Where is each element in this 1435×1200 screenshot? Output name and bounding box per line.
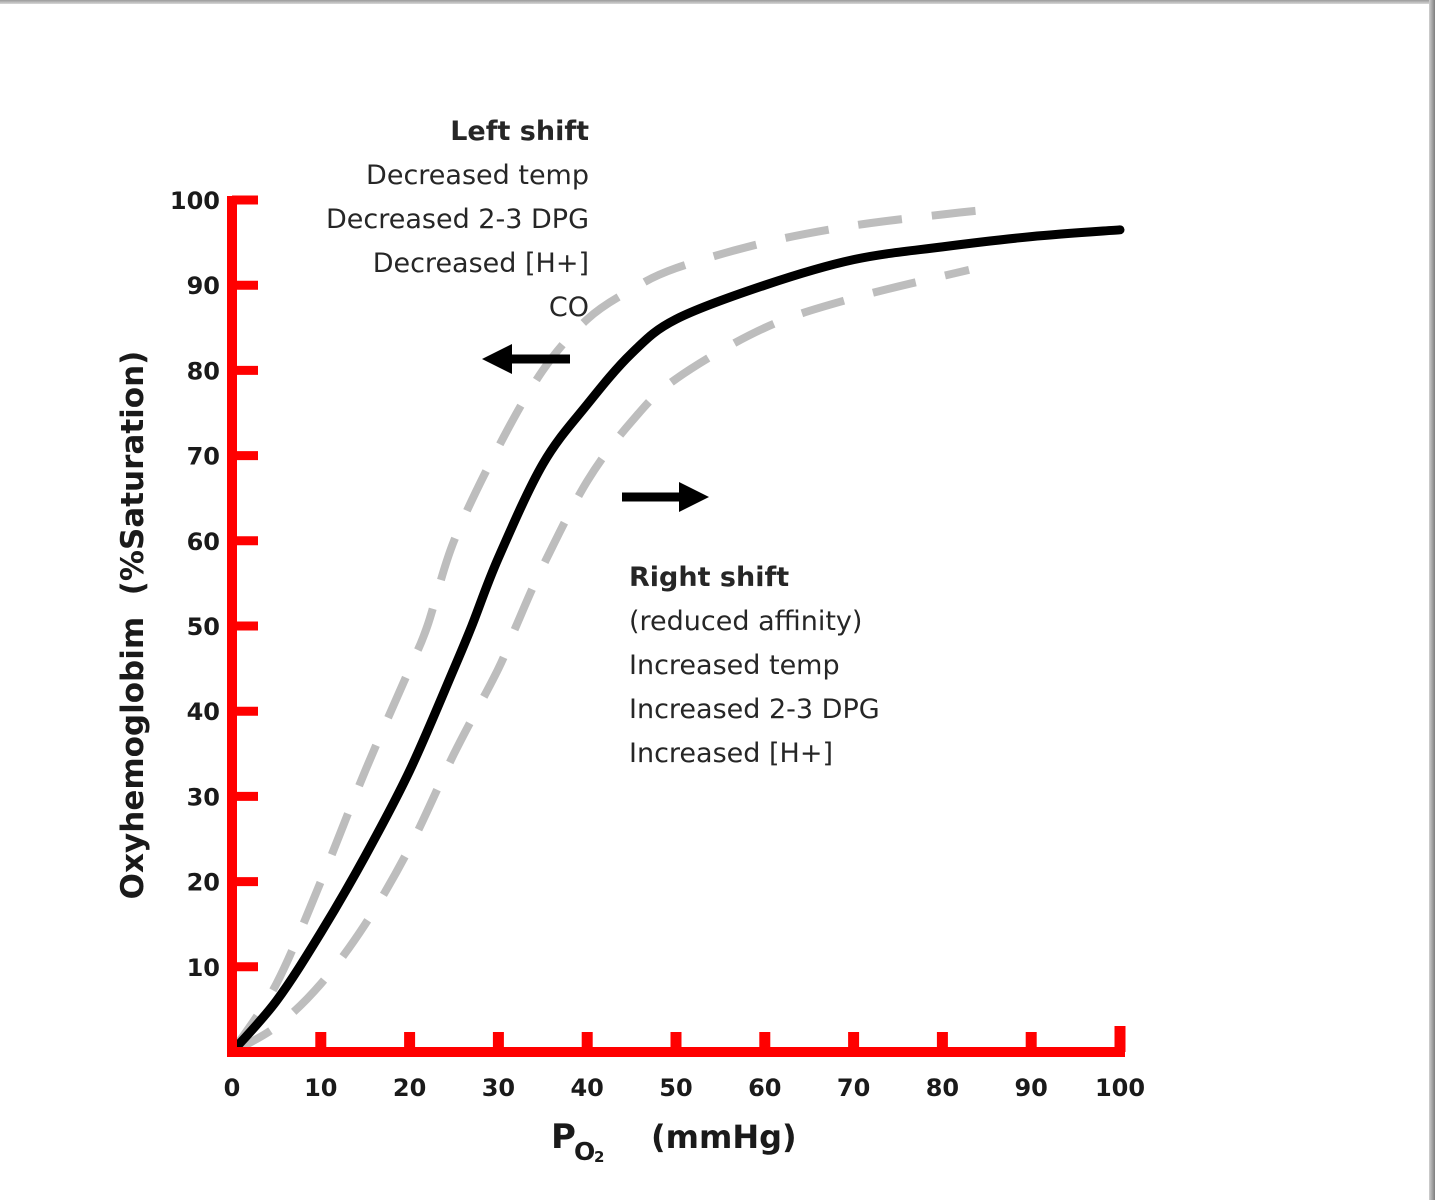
x-axis-title: P O 2 (mmHg)	[551, 1117, 797, 1166]
y-tick-label: 70	[187, 443, 220, 471]
right-arrow-icon	[622, 482, 709, 512]
left-arrow-icon	[482, 344, 570, 374]
left-shift-line: Decreased 2-3 DPG	[326, 204, 589, 235]
x-axis-title-p: P	[551, 1117, 576, 1157]
curves-layer	[227, 206, 1125, 1057]
x-tick-label: 50	[659, 1074, 692, 1102]
frame-right-border	[1429, 0, 1435, 1200]
right-shift-annotation: Right shift (reduced affinity) Increased…	[622, 482, 880, 769]
x-tick-label: 30	[482, 1074, 515, 1102]
y-tick-label: 90	[187, 272, 220, 300]
curve-normal	[227, 225, 1125, 1057]
right-shift-title: Right shift	[629, 562, 789, 593]
tick-labels-layer: 10 20 30 40 50 60 70 80 90 100 0 10 20 30 40 50 60 70 80 90…	[170, 187, 1145, 1102]
x-tick-label: 0	[224, 1074, 241, 1102]
x-tick-label: 90	[1014, 1074, 1047, 1102]
axes-layer	[227, 195, 1126, 1057]
x-tick-label: 40	[570, 1074, 603, 1102]
frame-top-border	[0, 0, 1435, 4]
y-tick-label: 100	[170, 187, 220, 215]
x-axis-title-unit: (mmHg)	[651, 1118, 797, 1156]
x-tick-label: 80	[926, 1074, 959, 1102]
right-shift-line: (reduced affinity)	[629, 606, 862, 637]
curve-right-shift	[230, 265, 970, 1056]
y-tick-label: 80	[187, 357, 220, 385]
left-shift-title: Left shift	[450, 116, 589, 147]
y-tick-label: 50	[187, 613, 220, 641]
x-tick-label: 60	[748, 1074, 781, 1102]
left-shift-line: CO	[549, 292, 589, 323]
x-tick-label: 70	[837, 1074, 870, 1102]
x-axis-title-2: 2	[594, 1148, 604, 1166]
left-shift-annotation: Left shift Decreased temp Decreased 2-3 …	[326, 116, 589, 374]
y-tick-label: 40	[187, 698, 220, 726]
y-tick-label: 20	[187, 869, 220, 897]
x-tick-label: 100	[1095, 1074, 1145, 1102]
y-tick-label: 30	[187, 783, 220, 811]
x-axis-title-o: O	[574, 1137, 595, 1166]
x-tick-label: 10	[304, 1074, 337, 1102]
y-tick-label: 60	[187, 528, 220, 556]
left-shift-line: Decreased temp	[366, 160, 589, 191]
right-shift-line: Increased temp	[629, 650, 840, 681]
y-axis-title: Oxyhemoglobim (%Saturation)	[115, 351, 151, 900]
right-shift-line: Increased 2-3 DPG	[629, 694, 880, 725]
x-tick-label: 20	[393, 1074, 426, 1102]
left-shift-line: Decreased [H+]	[373, 248, 589, 279]
curve-left-shift	[228, 206, 983, 1055]
y-tick-label: 10	[187, 954, 220, 982]
right-shift-line: Increased [H+]	[629, 738, 833, 769]
